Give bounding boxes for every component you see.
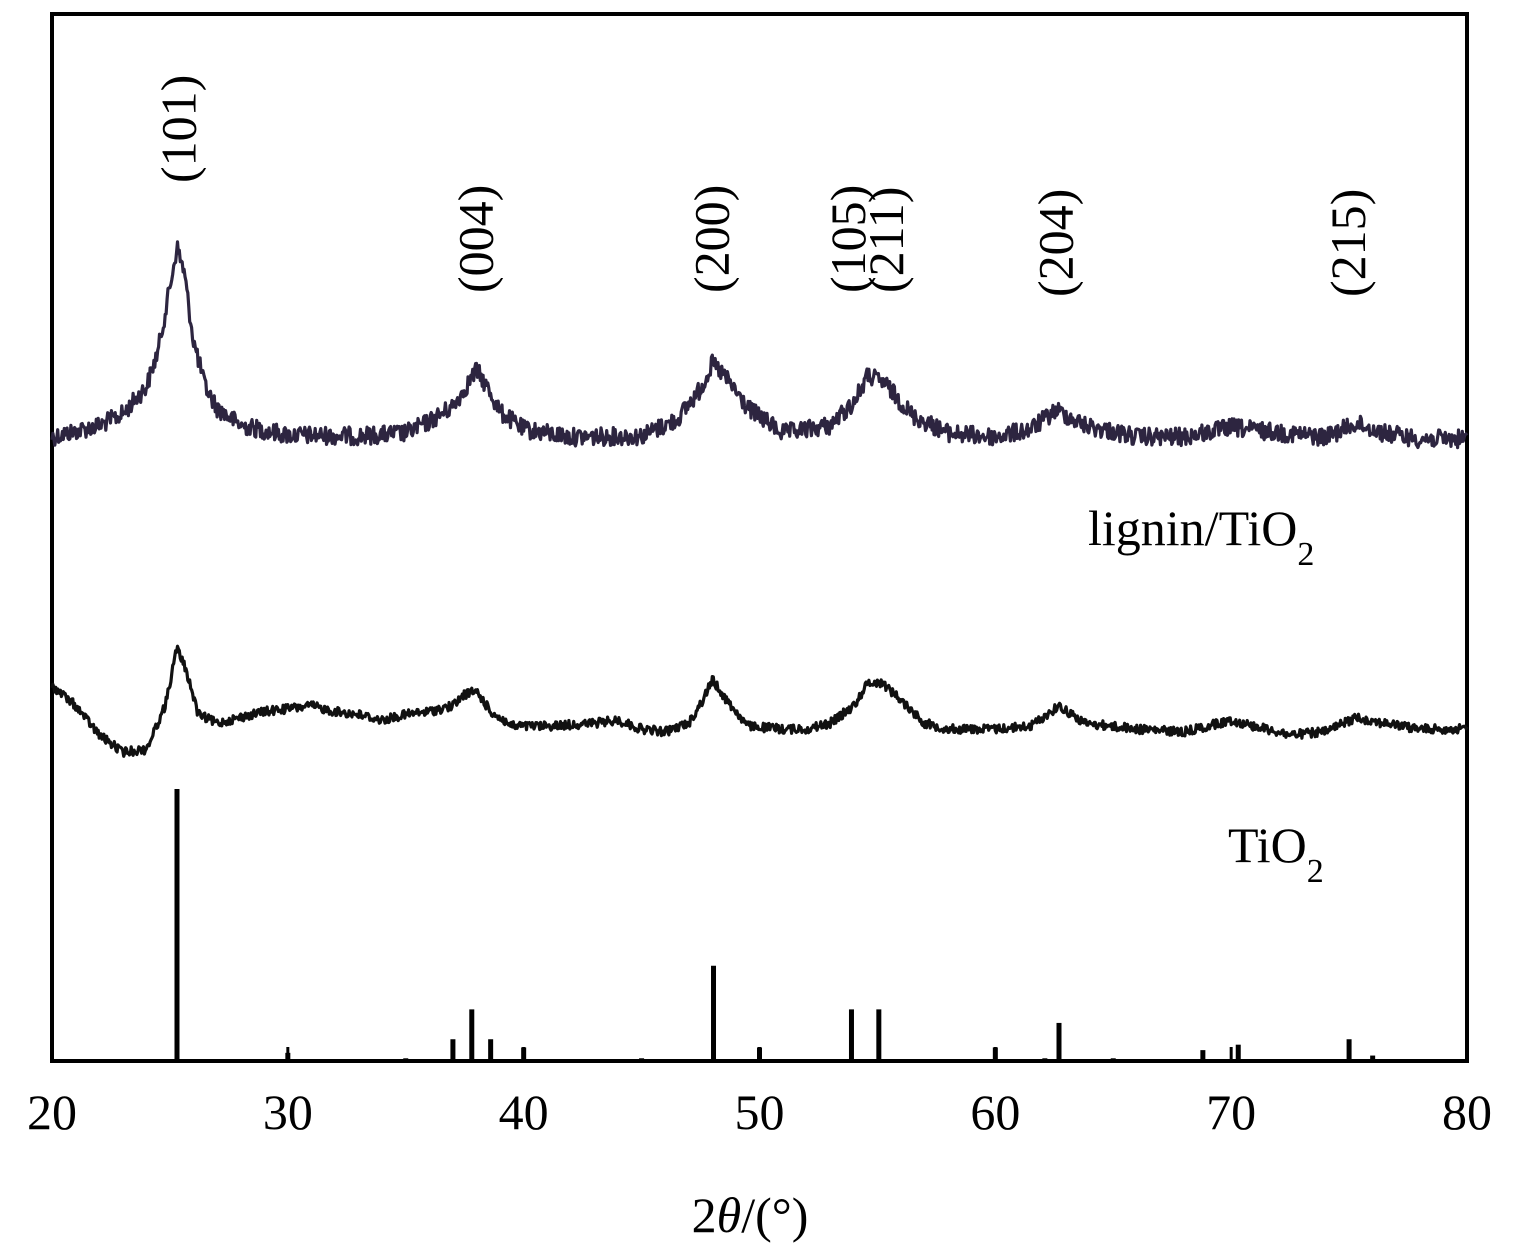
- hkl-annotation-6: (215): [1320, 189, 1376, 297]
- series-line-1: [50, 644, 1469, 758]
- hkl-annotation-3: (105): [820, 185, 876, 293]
- hkl-annotation-0: (101): [150, 75, 206, 183]
- series-labels: lignin/TiO2 TiO2: [1088, 500, 1324, 890]
- hkl-annotation-2: (200): [683, 185, 739, 293]
- x-tick-label-3: 50: [735, 1084, 785, 1140]
- hkl-annotation-1: (004): [448, 185, 504, 293]
- series-label-0: lignin/TiO2: [1088, 500, 1314, 573]
- x-tick-label-2: 40: [499, 1084, 549, 1140]
- x-tick-label-1: 30: [263, 1084, 313, 1140]
- series-label-1: TiO2: [1228, 817, 1324, 890]
- x-tick-label-5: 70: [1206, 1084, 1256, 1140]
- hkl-annotation-5: (204): [1028, 189, 1084, 297]
- x-tick-label-4: 60: [970, 1084, 1020, 1140]
- x-ticks: 20 30 40 50 60 70 80: [27, 1047, 1492, 1140]
- x-axis-title: 2θ/(°): [692, 1187, 809, 1243]
- series-line-0: [50, 240, 1469, 450]
- reference-bars: [174, 789, 1376, 1061]
- x-tick-label-6: 80: [1442, 1084, 1492, 1140]
- x-tick-label-0: 20: [27, 1084, 77, 1140]
- series-lines: [50, 240, 1469, 758]
- hkl-annotation-4: (211): [858, 187, 914, 293]
- hkl-annotations: (101) (004) (200) (105)(211) (204) (215): [150, 75, 1376, 297]
